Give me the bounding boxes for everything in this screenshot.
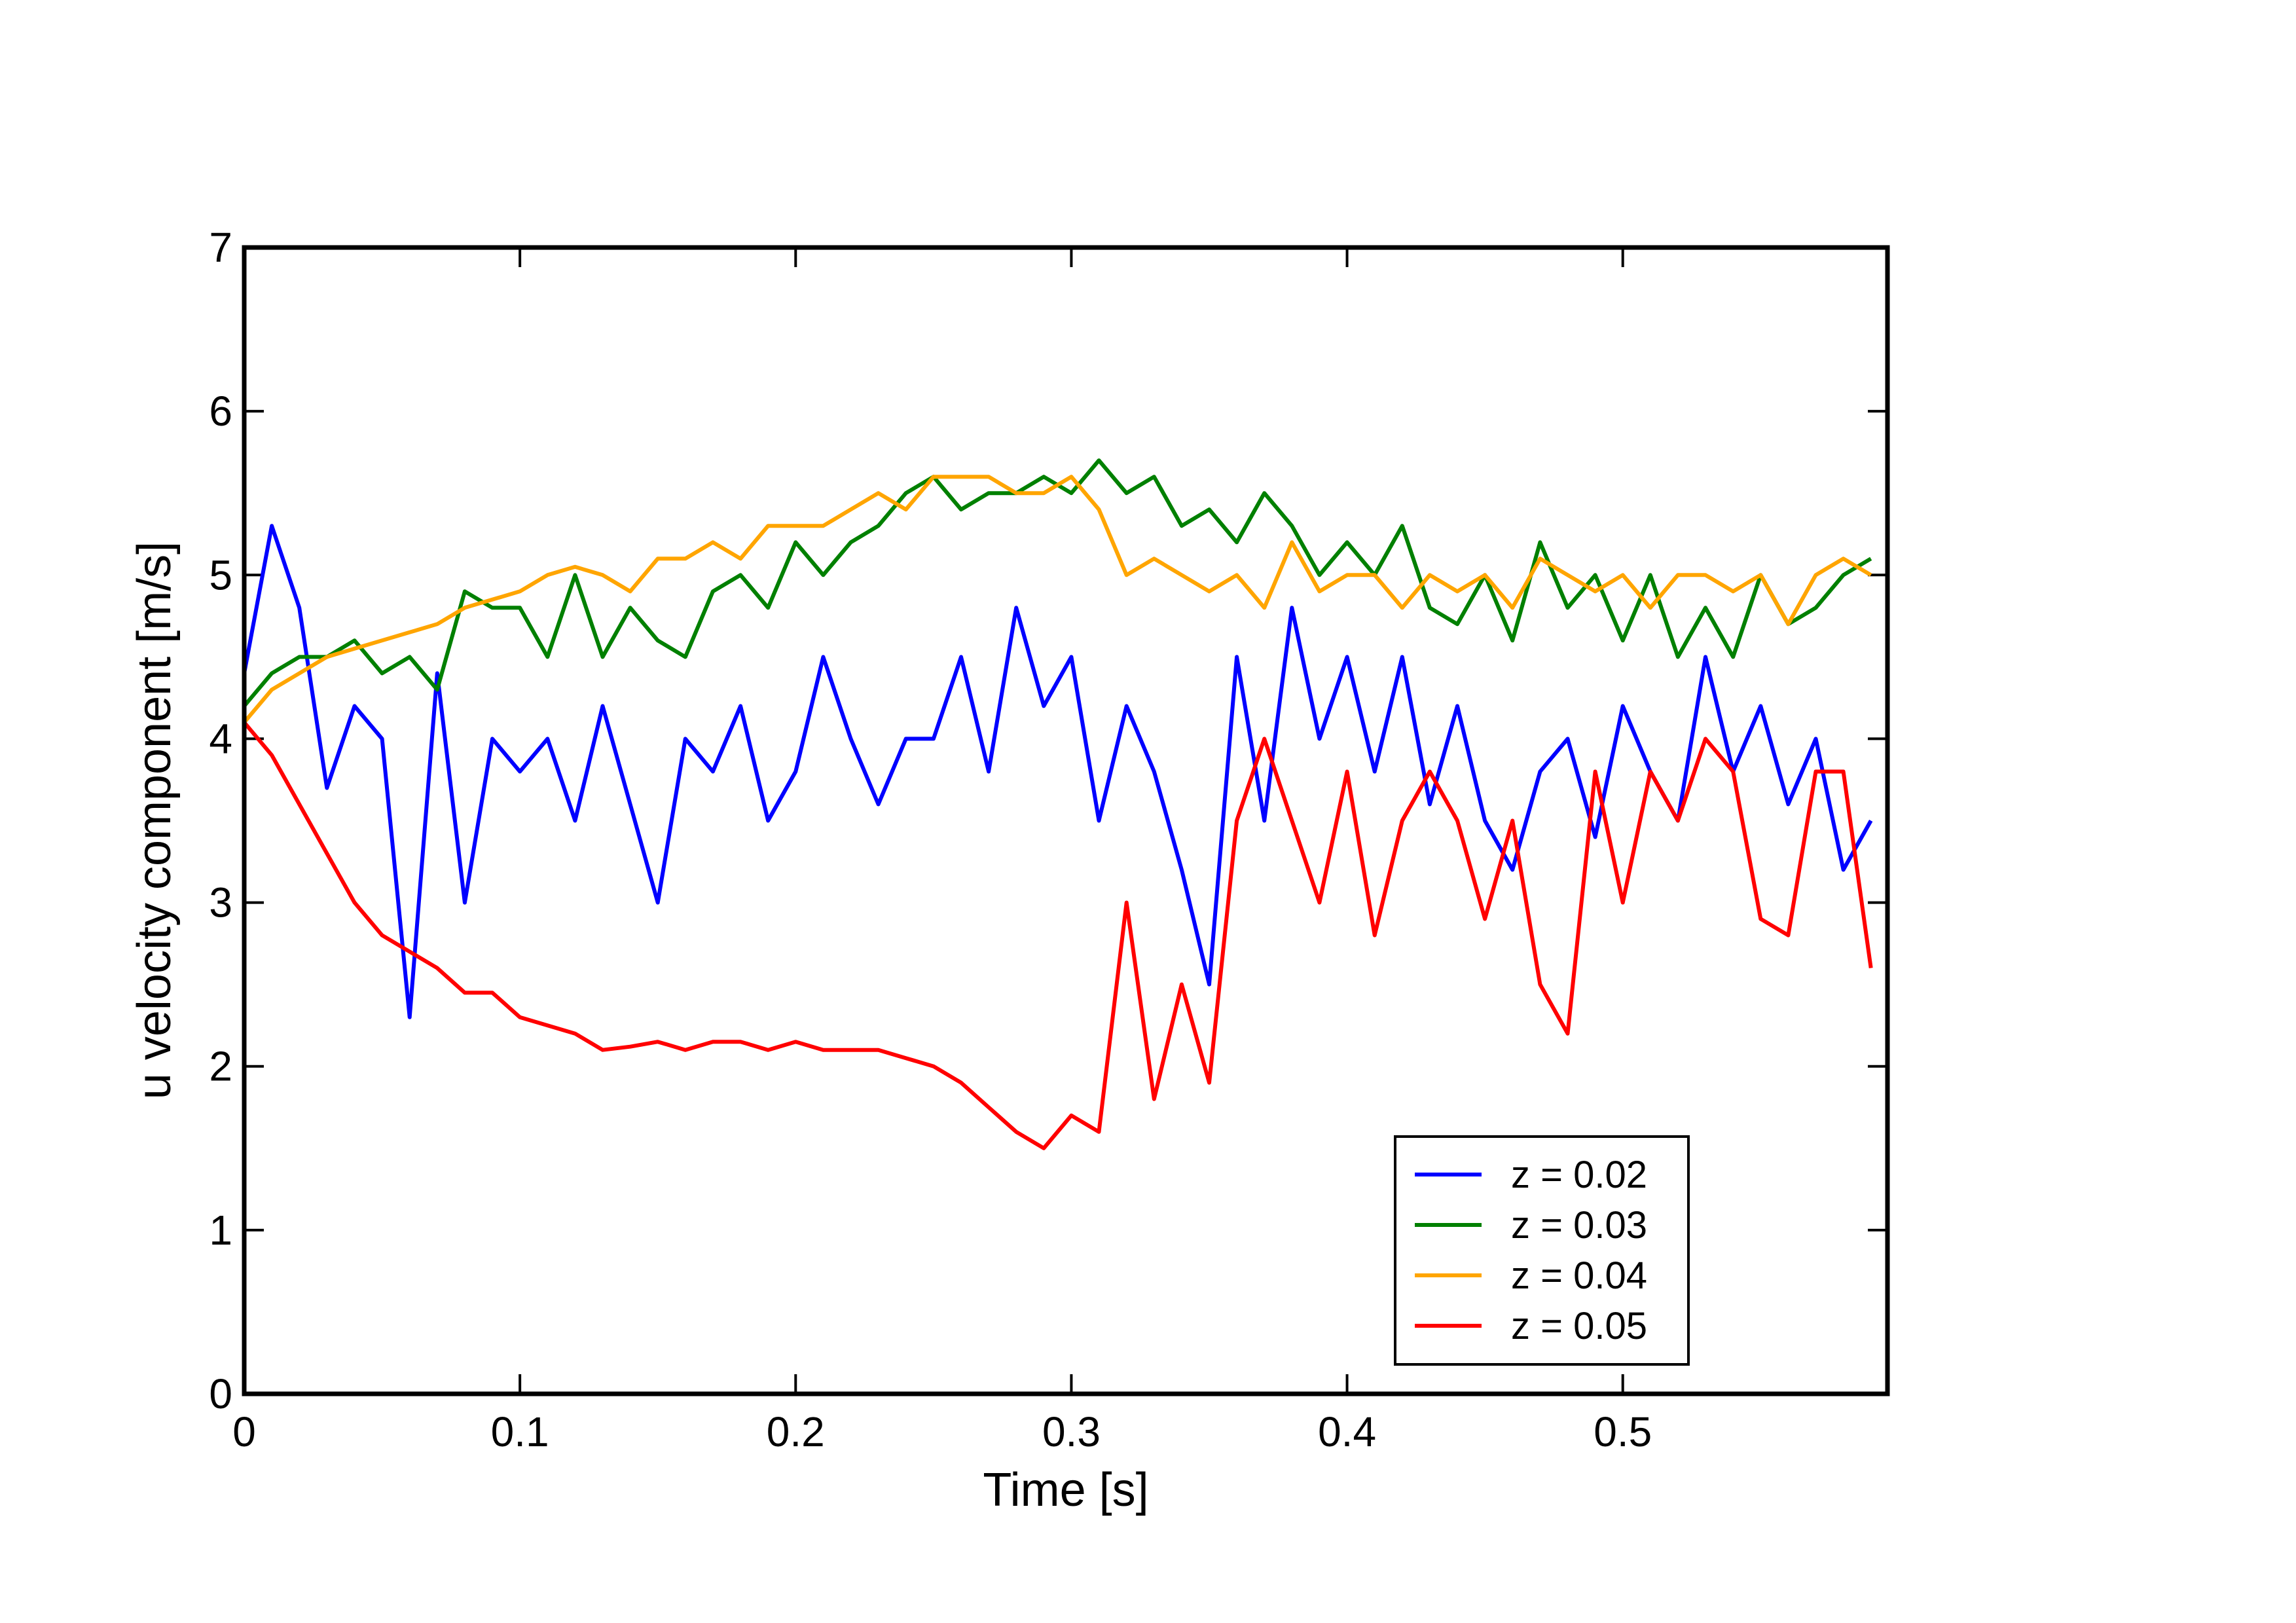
y-tick-label: 3: [209, 879, 232, 926]
y-tick-label: 2: [209, 1043, 232, 1090]
plot-frame: [242, 245, 1890, 1396]
legend-label: z = 0.04: [1511, 1254, 1647, 1297]
series-line: [244, 475, 1872, 724]
x-tick-label: 0: [232, 1408, 256, 1455]
y-tick-label: 5: [209, 551, 232, 598]
legend-label: z = 0.05: [1511, 1305, 1647, 1347]
x-axis-label: Time [s]: [983, 1464, 1148, 1516]
x-tick-label: 0.5: [1594, 1408, 1652, 1455]
y-tick-label: 7: [209, 224, 232, 271]
y-axis-label: u velocity component [m/s]: [128, 541, 181, 1099]
y-tick-label: 0: [209, 1370, 232, 1417]
y-tick-label: 1: [209, 1207, 232, 1254]
legend-label: z = 0.02: [1511, 1154, 1647, 1196]
series-line: [244, 524, 1873, 1019]
series-line: [244, 458, 1872, 708]
x-tick-label: 0.4: [1318, 1408, 1376, 1455]
x-tick-label: 0.1: [491, 1408, 549, 1455]
series-line: [244, 721, 1873, 1150]
y-tick-label: 4: [209, 715, 232, 762]
y-tick-label: 6: [209, 388, 232, 435]
x-tick-label: 0.2: [767, 1408, 825, 1455]
legend-label: z = 0.03: [1511, 1204, 1647, 1247]
x-tick-label: 0.3: [1042, 1408, 1101, 1455]
